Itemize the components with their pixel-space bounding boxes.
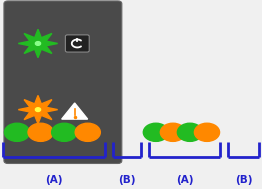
Polygon shape: [18, 29, 58, 58]
Circle shape: [52, 123, 77, 141]
Polygon shape: [62, 103, 88, 119]
Text: (A): (A): [45, 175, 62, 184]
Circle shape: [194, 123, 220, 141]
Circle shape: [4, 123, 30, 141]
Text: (B): (B): [118, 175, 136, 184]
Circle shape: [33, 106, 43, 113]
Circle shape: [143, 123, 168, 141]
FancyBboxPatch shape: [4, 1, 122, 163]
Text: (B): (B): [235, 175, 252, 184]
FancyBboxPatch shape: [66, 35, 89, 52]
Circle shape: [28, 123, 53, 141]
Circle shape: [33, 40, 43, 47]
Circle shape: [177, 123, 203, 141]
Text: (A): (A): [176, 175, 193, 184]
Circle shape: [35, 42, 41, 45]
Circle shape: [75, 123, 100, 141]
Polygon shape: [18, 95, 58, 124]
Circle shape: [35, 108, 41, 112]
Circle shape: [160, 123, 185, 141]
